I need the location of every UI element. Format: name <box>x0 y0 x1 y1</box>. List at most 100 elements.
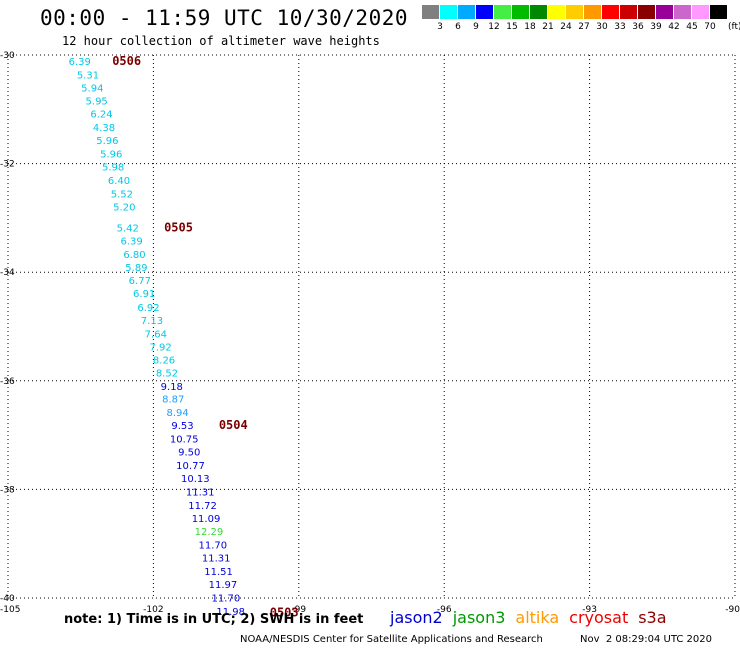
scale-label: 15 <box>506 22 518 32</box>
lon-tick-label: -102 <box>143 605 163 615</box>
wave-height-label: 12.29 <box>195 527 224 538</box>
wave-height-label: 7.92 <box>150 342 172 353</box>
scale-swatch <box>530 5 547 19</box>
wave-height-label: 10.77 <box>176 461 205 472</box>
wave-height-label: 9.18 <box>161 382 183 393</box>
wave-height-label: 6.77 <box>129 276 151 287</box>
wave-height-label: 5.20 <box>113 202 135 213</box>
scale-label: 39 <box>650 22 662 32</box>
footer-note: note: 1) Time is in UTC; 2) SWH is in fe… <box>64 612 364 627</box>
lat-tick-label: -30 <box>0 51 15 61</box>
wave-height-label: 11.31 <box>186 487 215 498</box>
wave-height-label: 5.94 <box>81 83 103 94</box>
chart-title: 00:00 - 11:59 UTC 10/30/2020 <box>40 6 409 30</box>
scale-swatch <box>440 5 457 19</box>
wave-height-label: 6.39 <box>69 57 91 68</box>
wave-height-label: 11.98 <box>216 607 245 618</box>
scale-label: 21 <box>542 22 554 32</box>
wave-height-label: 9.53 <box>171 421 193 432</box>
wave-height-label: 11.09 <box>192 514 221 525</box>
scale-label: 42 <box>668 22 680 32</box>
scale-swatch <box>458 5 475 19</box>
lon-tick-label: -93 <box>582 605 597 615</box>
timestamp: Nov 2 08:29:04 UTC 2020 <box>580 634 712 645</box>
scale-swatch <box>422 5 439 19</box>
satellite-name: s3a <box>638 608 667 627</box>
wave-height-label: 11.70 <box>212 593 241 604</box>
wave-height-label: 11.97 <box>209 580 238 591</box>
scale-swatch <box>476 5 493 19</box>
wave-height-label: 5.98 <box>102 163 124 174</box>
scale-swatch <box>656 5 673 19</box>
wave-height-label: 11.51 <box>204 567 233 578</box>
satellite-name: jason2 <box>390 608 443 627</box>
wave-height-label: 7.13 <box>141 316 163 327</box>
lat-tick-label: -40 <box>0 594 15 604</box>
scale-swatch <box>692 5 709 19</box>
satellite-name: jason3 <box>452 608 506 627</box>
wave-height-label: 11.72 <box>188 501 217 512</box>
wave-height-label: 10.13 <box>181 474 210 485</box>
wave-height-label: 5.89 <box>125 263 147 274</box>
wave-height-label: 10.75 <box>170 435 199 446</box>
wave-height-label: 11.70 <box>198 541 227 552</box>
scale-label: 27 <box>578 22 590 32</box>
wave-height-label: 8.26 <box>153 355 175 366</box>
scale-swatch <box>710 5 727 19</box>
scale-swatch <box>512 5 529 19</box>
wave-height-label: 6.80 <box>123 250 145 261</box>
lat-tick-label: -38 <box>0 485 15 495</box>
lon-tick-label: -105 <box>0 605 20 615</box>
wave-height-label: 5.96 <box>100 150 122 161</box>
lat-tick-label: -36 <box>0 377 15 387</box>
wave-height-label: 6.92 <box>137 303 159 314</box>
scale-label: 3 <box>437 22 443 32</box>
wave-height-label: 8.52 <box>156 368 178 379</box>
wave-height-label: 5.95 <box>86 96 108 107</box>
scale-swatch <box>638 5 655 19</box>
wave-height-label: 5.31 <box>77 70 99 81</box>
wave-height-label: 6.39 <box>120 237 142 248</box>
lon-tick-label: -99 <box>291 605 306 615</box>
scale-label: 33 <box>614 22 626 32</box>
credit-text: NOAA/NESDIS Center for Satellite Applica… <box>240 634 543 645</box>
lat-tick-label: -32 <box>0 160 15 170</box>
satellite-name: cryosat <box>569 608 629 627</box>
scale-label: 18 <box>524 22 536 32</box>
lat-tick-label: -34 <box>0 268 15 278</box>
wave-height-label: 11.31 <box>202 554 231 565</box>
wave-height-label: 5.42 <box>117 223 139 234</box>
wave-height-label: 8.87 <box>162 395 184 406</box>
scale-swatch <box>566 5 583 19</box>
satellite-name: altika <box>515 608 560 627</box>
scale-label: 6 <box>455 22 461 32</box>
lon-tick-label: -96 <box>437 605 452 615</box>
wave-height-label: 5.52 <box>111 189 133 200</box>
pass-time-label: 0503 <box>270 605 299 619</box>
scale-swatch <box>602 5 619 19</box>
wave-height-label: 8.94 <box>166 408 188 419</box>
wave-height-label: 7.64 <box>145 329 167 340</box>
wave-height-label: 4.38 <box>93 123 115 134</box>
scale-label: 36 <box>632 22 644 32</box>
scale-label: 9 <box>473 22 479 32</box>
scale-unit: (ft) <box>728 22 740 32</box>
scale-swatch <box>674 5 691 19</box>
pass-time-label: 0504 <box>219 418 248 432</box>
scale-label: 12 <box>488 22 500 32</box>
chart-subtitle: 12 hour collection of altimeter wave hei… <box>62 34 380 48</box>
satellite-legend: jason2 jason3 altika cryosat s3a <box>390 608 677 627</box>
wave-height-label: 9.50 <box>178 448 200 459</box>
pass-time-label: 0506 <box>112 54 141 68</box>
wave-height-label: 6.40 <box>108 176 130 187</box>
scale-label: 70 <box>704 22 716 32</box>
pass-time-label: 0505 <box>164 220 193 234</box>
wave-height-label: 6.24 <box>90 109 112 120</box>
scale-swatch <box>584 5 601 19</box>
scale-label: 24 <box>560 22 572 32</box>
wave-height-label: 6.91 <box>133 289 155 300</box>
scale-swatch <box>548 5 565 19</box>
lon-tick-label: -90 <box>725 605 740 615</box>
